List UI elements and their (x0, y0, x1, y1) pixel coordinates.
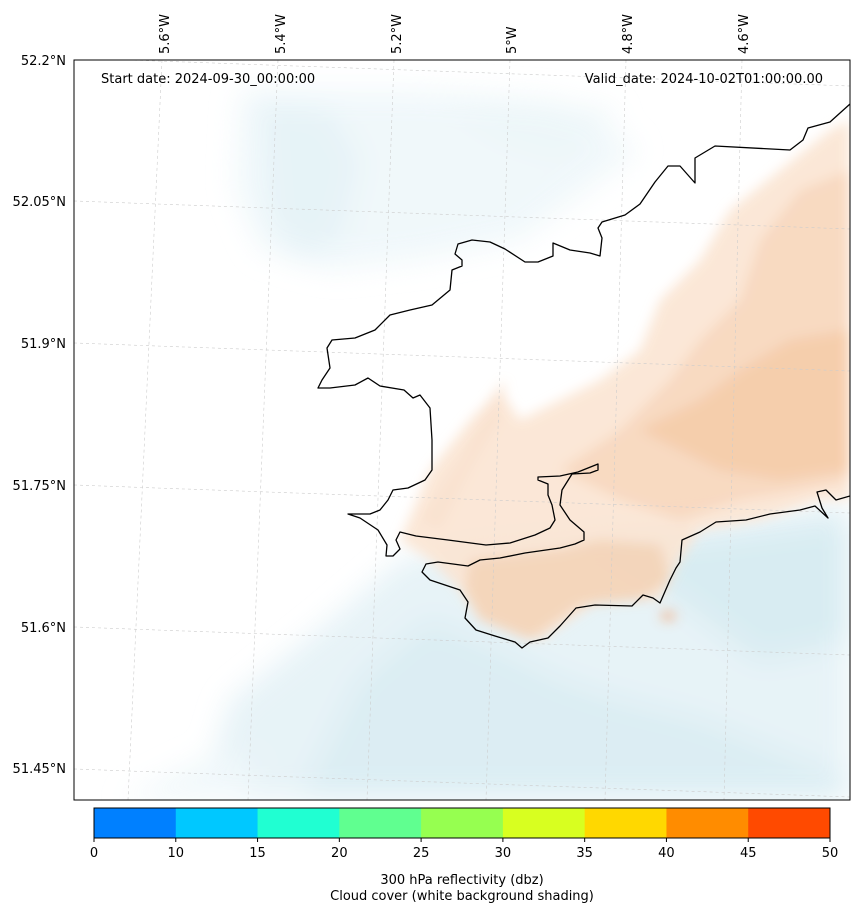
lon-label-5.2: 5.2°W (390, 14, 405, 54)
colorbar-segment (175, 808, 259, 838)
lon-labels: 5.6°W 5.4°W 5.2°W 5°W 4.8°W 4.6°W (158, 14, 752, 54)
lat-label-51.9: 51.9°N (21, 337, 66, 352)
map-content: Start date: 2024-09-30_00:00:00 Valid_da… (74, 60, 850, 800)
lat-label-51.6: 51.6°N (21, 621, 66, 636)
colorbar-segment (666, 808, 749, 838)
colorbar-tick-label: 50 (822, 846, 839, 861)
colorbar-tick-label: 10 (168, 846, 185, 861)
colorbar-label-line2: Cloud cover (white background shading) (330, 889, 594, 904)
orange-shading (400, 120, 850, 640)
colorbar-tick-label: 35 (576, 846, 593, 861)
colorbar-segment (94, 808, 177, 838)
lat-label-52.2: 52.2°N (21, 54, 66, 69)
colorbar-tick-label: 0 (90, 846, 98, 861)
colorbar-segments (94, 808, 831, 838)
colorbar-tick-label: 30 (495, 846, 512, 861)
lat-label-51.75: 51.75°N (13, 479, 66, 494)
colorbar-segment (502, 808, 586, 838)
lon-label-5.0: 5°W (505, 26, 520, 54)
lon-label-5.6: 5.6°W (158, 14, 173, 54)
lon-label-5.4: 5.4°W (274, 14, 289, 54)
start-date-label: Start date: 2024-09-30_00:00:00 (101, 72, 315, 87)
colorbar-ticks: 0 10 15 20 25 30 35 40 45 50 (90, 838, 838, 861)
colorbar-segment (584, 808, 667, 838)
colorbar-tick-label: 45 (740, 846, 757, 861)
lon-label-4.6: 4.6°W (737, 14, 752, 54)
colorbar-tick-label: 20 (331, 846, 348, 861)
colorbar-border (93, 807, 831, 839)
colorbar-tick-label: 25 (413, 846, 430, 861)
lat-labels: 52.2°N 52.05°N 51.9°N 51.75°N 51.6°N 51.… (13, 54, 66, 777)
colorbar-segment (748, 808, 831, 838)
map-border (73, 59, 851, 801)
lat-label-51.45: 51.45°N (13, 762, 66, 777)
map-panel: Start date: 2024-09-30_00:00:00 Valid_da… (73, 59, 851, 801)
cloud-shading (120, 90, 850, 800)
colorbar-segment (339, 808, 422, 838)
lon-label-4.8: 4.8°W (621, 14, 636, 54)
colorbar-tick-label: 40 (658, 846, 675, 861)
valid-date-label: Valid_date: 2024-10-02T01:00:00.00 (585, 72, 823, 87)
colorbar: 0 10 15 20 25 30 35 40 45 50 300 hPa reflectivity… (90, 807, 838, 904)
colorbar-segment (421, 808, 504, 838)
colorbar-segment (257, 808, 340, 838)
coastlines (317, 103, 850, 649)
colorbar-tick-label: 15 (249, 846, 266, 861)
colorbar-label-line1: 300 hPa reflectivity (dbz) (380, 873, 543, 888)
lat-label-52.05: 52.05°N (13, 195, 66, 210)
coastline-north-pembrokeshire (317, 103, 850, 649)
